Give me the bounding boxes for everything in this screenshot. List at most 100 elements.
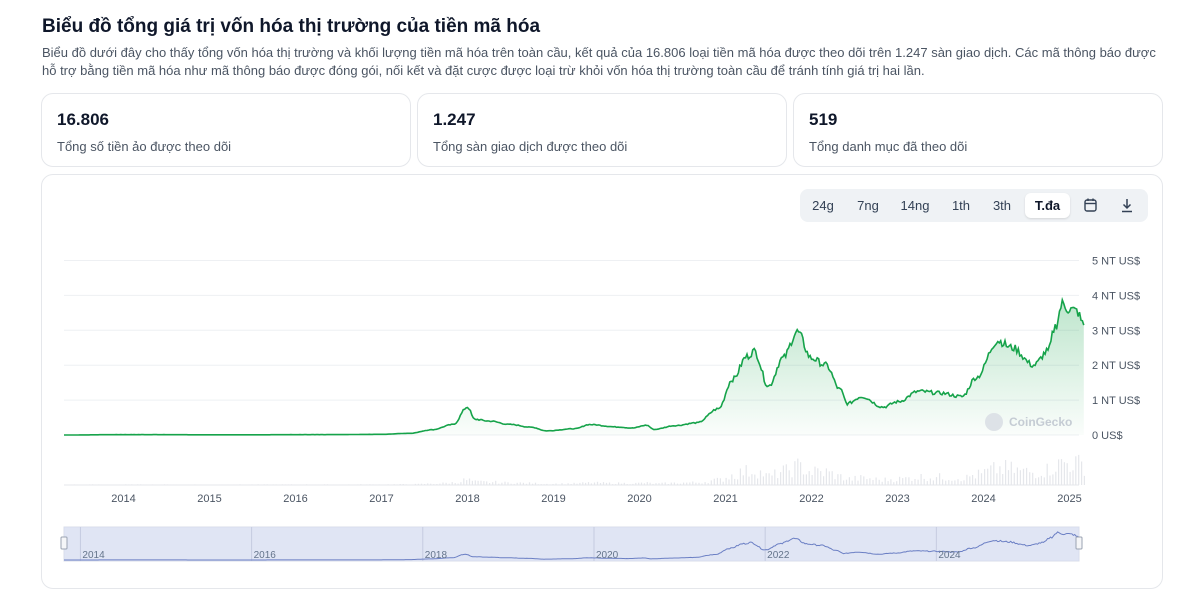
volume-bar bbox=[424, 484, 426, 485]
range-button-3m[interactable]: 3th bbox=[992, 198, 1012, 213]
volume-bar bbox=[754, 474, 756, 485]
volume-bar bbox=[1072, 470, 1074, 485]
volume-bar bbox=[980, 473, 983, 485]
navigator-handle-left[interactable] bbox=[60, 536, 68, 550]
volume-bar bbox=[932, 480, 934, 485]
volume-bar bbox=[605, 482, 608, 485]
download-button[interactable] bbox=[1112, 193, 1142, 218]
volume-bar bbox=[442, 482, 444, 485]
volume-bar bbox=[510, 483, 512, 485]
volume-bar bbox=[996, 473, 998, 485]
volume-bar bbox=[774, 469, 776, 485]
market-cap-area bbox=[64, 299, 1084, 435]
volume-bar bbox=[110, 484, 112, 485]
range-button-1m[interactable]: 1th bbox=[951, 198, 971, 213]
volume-bar bbox=[417, 483, 419, 485]
volume-bar bbox=[635, 482, 637, 485]
volume-bar bbox=[811, 475, 813, 485]
volume-bar bbox=[676, 483, 679, 485]
volume-bar bbox=[960, 481, 962, 485]
volume-bar bbox=[623, 482, 625, 485]
volume-bar bbox=[504, 481, 506, 485]
volume-bar bbox=[719, 478, 721, 485]
navigator-handle-right[interactable] bbox=[1075, 536, 1083, 550]
volume-bar bbox=[357, 484, 359, 485]
volume-bar bbox=[908, 477, 910, 485]
volume-bar bbox=[670, 482, 672, 485]
volume-bar bbox=[197, 484, 199, 485]
volume-bar bbox=[1038, 477, 1040, 485]
volume-bar bbox=[489, 483, 491, 485]
volume-bar bbox=[335, 484, 338, 485]
stat-card-coins: 16.806 Tổng số tiền ảo được theo dõi bbox=[41, 93, 411, 167]
market-cap-line bbox=[64, 296, 1085, 436]
range-toolbar: 24g 7ng 14ng 1th 3th T.đa bbox=[800, 189, 1148, 222]
volume-bar bbox=[731, 474, 733, 485]
calendar-button[interactable] bbox=[1075, 193, 1105, 218]
navigator[interactable]: 2014 2016 2018 2020 2022 2024 bbox=[60, 526, 1083, 562]
volume-bar bbox=[785, 464, 787, 485]
x-axis-labels: 2014 2015 2016 2017 2018 2019 2020 2021 2022 2023… bbox=[111, 493, 1081, 505]
volume-bar bbox=[284, 484, 287, 485]
volume-bar bbox=[519, 482, 521, 485]
volume-bar bbox=[498, 483, 500, 485]
volume-bar bbox=[272, 484, 274, 485]
volume-bar bbox=[710, 480, 712, 485]
volume-bar bbox=[652, 483, 654, 485]
volume-bar bbox=[902, 478, 904, 485]
volume-bar bbox=[525, 483, 528, 485]
range-button-24h[interactable]: 24g bbox=[812, 198, 834, 213]
volume-bar bbox=[954, 480, 956, 485]
volume-bar bbox=[451, 482, 453, 485]
navigator-label: 2014 bbox=[82, 550, 105, 561]
volume-bar bbox=[1081, 461, 1083, 485]
volume-bar bbox=[872, 480, 874, 485]
volume-bar bbox=[615, 484, 617, 485]
volume-bar bbox=[564, 484, 566, 485]
volume-bar bbox=[765, 473, 767, 485]
volume-bar bbox=[1029, 472, 1031, 485]
navigator-label: 2018 bbox=[425, 550, 448, 561]
volume-bar bbox=[372, 484, 374, 485]
volume-bar bbox=[929, 478, 931, 485]
volume-bar bbox=[751, 474, 753, 485]
y-tick-label: 3 NT US$ bbox=[1092, 325, 1140, 337]
volume-bar bbox=[966, 474, 968, 485]
range-button-7d[interactable]: 7ng bbox=[857, 198, 879, 213]
volume-bar bbox=[629, 484, 631, 485]
x-tick-label: 2025 bbox=[1057, 493, 1081, 505]
volume-bar bbox=[649, 482, 651, 485]
volume-bar bbox=[366, 484, 368, 485]
volume-bar bbox=[990, 465, 992, 485]
volume-bar bbox=[1040, 475, 1042, 485]
navigator-grid bbox=[79, 527, 937, 561]
volume-bar bbox=[163, 484, 166, 485]
range-button-14d[interactable]: 14ng bbox=[900, 198, 930, 213]
volume-bar bbox=[140, 484, 142, 485]
volume-bar bbox=[884, 477, 886, 485]
volume-bar bbox=[618, 482, 620, 485]
volume-bar bbox=[788, 470, 790, 485]
volume-bar bbox=[999, 466, 1001, 485]
navigator-selection[interactable] bbox=[64, 527, 1079, 561]
stat-value: 519 bbox=[809, 110, 838, 129]
navigator-label: 2016 bbox=[254, 550, 277, 561]
volume-bar bbox=[926, 481, 928, 485]
volume-bar bbox=[683, 482, 685, 485]
volume-bar bbox=[825, 468, 827, 485]
volume-bar bbox=[1043, 477, 1045, 485]
volume-bar bbox=[82, 484, 85, 485]
volume-bar bbox=[1026, 467, 1028, 485]
volume-bar bbox=[945, 480, 947, 485]
range-button-max[interactable]: T.đa bbox=[1025, 193, 1070, 218]
volume-bar bbox=[448, 483, 450, 485]
volume-bar bbox=[546, 483, 548, 485]
stat-value: 1.247 bbox=[433, 110, 476, 129]
volume-bar bbox=[445, 482, 447, 485]
volume-bar bbox=[977, 469, 980, 485]
volume-bar bbox=[430, 483, 432, 485]
volume-bar bbox=[206, 484, 208, 485]
volume-bar bbox=[707, 483, 709, 485]
volume-bar bbox=[537, 484, 539, 485]
